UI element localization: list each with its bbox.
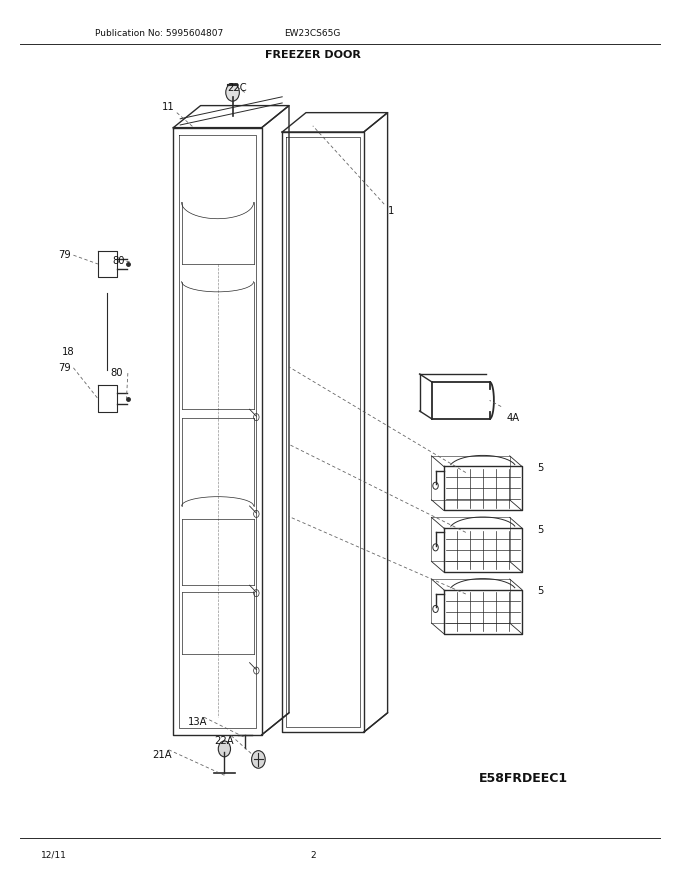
Text: 79: 79: [58, 250, 71, 260]
Text: 13A: 13A: [188, 716, 207, 727]
Text: 11: 11: [163, 102, 175, 113]
Text: 12/11: 12/11: [41, 851, 67, 860]
Circle shape: [218, 741, 231, 757]
Text: 80: 80: [113, 256, 125, 267]
Text: 80: 80: [111, 368, 123, 378]
Text: 4A: 4A: [507, 413, 520, 423]
Text: Publication No: 5995604807: Publication No: 5995604807: [95, 29, 224, 38]
Text: 18: 18: [62, 347, 74, 357]
Text: 22C: 22C: [227, 83, 246, 93]
Text: E58FRDEEC1: E58FRDEEC1: [479, 773, 568, 785]
Text: EW23CS65G: EW23CS65G: [285, 29, 341, 38]
Text: 5: 5: [537, 463, 544, 473]
Text: FREEZER DOOR: FREEZER DOOR: [265, 49, 360, 60]
Circle shape: [252, 751, 265, 768]
Text: 1: 1: [388, 206, 394, 216]
Text: 5: 5: [537, 586, 544, 597]
Text: 21A: 21A: [152, 750, 171, 760]
Circle shape: [226, 84, 239, 101]
Text: 79: 79: [58, 363, 71, 373]
Text: 22A: 22A: [215, 736, 234, 746]
Text: 5: 5: [537, 524, 544, 535]
Text: 2: 2: [310, 851, 316, 860]
